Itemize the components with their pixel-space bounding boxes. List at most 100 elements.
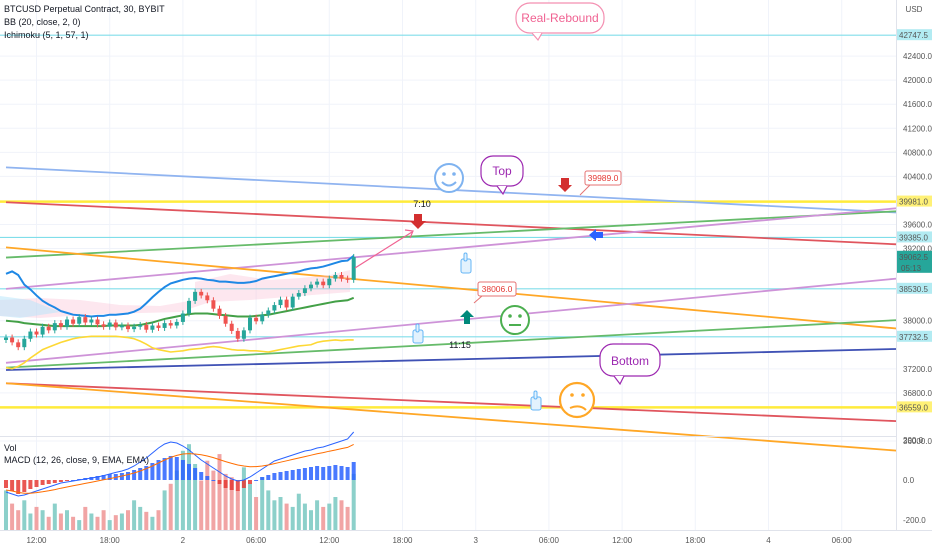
volume-bar bbox=[260, 477, 265, 530]
macd-histogram-bar bbox=[339, 466, 344, 480]
candle bbox=[302, 288, 307, 294]
macd-histogram-bar bbox=[144, 466, 149, 480]
price-tag bbox=[897, 401, 932, 413]
macd-histogram-bar bbox=[150, 463, 155, 480]
up-arrow-icon bbox=[460, 310, 474, 324]
volume-bar bbox=[187, 444, 191, 530]
time-axis: 12:00 18:00 2 06:00 12:00 18:00 3 06:00 12:00 18:… bbox=[26, 536, 852, 545]
price-tick-label: 41600.0 bbox=[903, 100, 932, 109]
price-tag bbox=[897, 195, 932, 207]
candle bbox=[205, 295, 210, 301]
macd-histogram-bar bbox=[254, 480, 259, 481]
top-callout[interactable]: Top bbox=[480, 155, 524, 196]
macd-histogram-bar bbox=[156, 460, 161, 480]
macd-histogram-bar bbox=[223, 480, 228, 488]
macd-tick-label: -200.0 bbox=[903, 516, 926, 525]
real-rebound-tail bbox=[531, 32, 543, 42]
price-label-39989[interactable]: 39989.0 bbox=[579, 170, 622, 196]
time-label-710: 7:10 bbox=[413, 199, 431, 209]
candle bbox=[138, 324, 143, 327]
price-tag-label: 39062.5 bbox=[899, 253, 928, 262]
bottom-callout[interactable]: Bottom bbox=[599, 343, 661, 386]
macd-histogram-bar bbox=[22, 480, 27, 492]
macd-histogram-bar bbox=[278, 472, 283, 480]
volume-bar bbox=[211, 470, 216, 530]
trendline bbox=[5, 246, 897, 330]
candle bbox=[235, 330, 240, 339]
volume-bar bbox=[266, 490, 271, 530]
real-rebound-bubble bbox=[515, 2, 605, 34]
pointer-hand-icon bbox=[460, 252, 472, 274]
macd-histogram-bar bbox=[180, 460, 185, 480]
top-label: Top bbox=[492, 164, 512, 178]
neutral-face-icon bbox=[500, 305, 530, 335]
volume-bar bbox=[302, 503, 307, 530]
price-label-38006[interactable]: 38006.0 bbox=[473, 281, 517, 304]
volume-bar bbox=[16, 510, 21, 530]
volume-bar bbox=[180, 450, 185, 530]
price-tick-label: 39200.0 bbox=[903, 245, 932, 254]
time-label-1115: 11:15 bbox=[449, 340, 471, 350]
trendline bbox=[5, 382, 897, 452]
candle bbox=[217, 308, 222, 316]
price-tag-label: 42747.5 bbox=[899, 31, 928, 40]
macd-histogram-bar bbox=[4, 480, 8, 488]
time-tick-label: 18:00 bbox=[392, 536, 413, 545]
volume-bar bbox=[241, 467, 246, 530]
price-tag-countdown: 05:13 bbox=[901, 264, 922, 273]
price-tag bbox=[897, 231, 932, 243]
macd-histogram-bar bbox=[187, 464, 191, 480]
volume-bar bbox=[107, 520, 112, 530]
macd-histogram-bar bbox=[248, 480, 252, 484]
price-tick-label: 42000.0 bbox=[903, 76, 932, 85]
candle bbox=[113, 322, 118, 328]
bb-lower-line bbox=[5, 335, 354, 370]
candle bbox=[46, 326, 51, 331]
candle bbox=[77, 317, 82, 324]
volume-bar bbox=[174, 470, 179, 530]
volume-bar bbox=[150, 516, 155, 530]
indicator-ichimoku-label: Ichimoku (5, 1, 57, 1) bbox=[4, 30, 89, 40]
macd-histogram-bar bbox=[296, 469, 301, 480]
candle bbox=[156, 325, 161, 328]
volume-bar bbox=[193, 464, 198, 530]
candle bbox=[223, 315, 228, 324]
macd-histogram-bar bbox=[205, 476, 210, 480]
macd-histogram-bar bbox=[351, 462, 356, 480]
macd-histogram-bar bbox=[40, 480, 45, 485]
volume-bar bbox=[58, 513, 63, 530]
candle bbox=[290, 296, 295, 308]
candle bbox=[95, 319, 100, 325]
price-tag-label: 39385.0 bbox=[899, 233, 928, 242]
price-tick-label: 39600.0 bbox=[903, 220, 932, 229]
candle bbox=[65, 319, 69, 327]
candle bbox=[351, 256, 356, 280]
candle bbox=[241, 330, 246, 339]
trendline bbox=[5, 207, 897, 290]
macd-tick-label: 200.0 bbox=[903, 436, 924, 445]
time-tick-label: 06:00 bbox=[832, 536, 853, 545]
volume-bar bbox=[52, 503, 57, 530]
volume-macd-pane bbox=[4, 431, 356, 530]
volume-bar bbox=[272, 500, 277, 530]
volume-bar bbox=[144, 511, 149, 530]
real-rebound-callout[interactable]: Real-Rebound bbox=[515, 2, 605, 42]
volume-bar bbox=[333, 497, 338, 530]
candle bbox=[101, 324, 106, 327]
time-tick-label: 4 bbox=[766, 536, 771, 545]
macd-histogram-bar bbox=[272, 473, 277, 480]
price-tag-label: 37732.5 bbox=[899, 333, 928, 342]
volume-bar bbox=[168, 483, 173, 530]
candle bbox=[309, 284, 313, 289]
macd-histogram-bar bbox=[315, 466, 320, 480]
time-tick-label: 3 bbox=[473, 536, 478, 545]
time-tick-label: 06:00 bbox=[246, 536, 267, 545]
candlestick-series bbox=[4, 253, 356, 351]
price-tick-label: 40800.0 bbox=[903, 148, 932, 157]
horizontal-levels bbox=[0, 34, 896, 409]
volume-bar bbox=[40, 510, 45, 530]
candle bbox=[248, 317, 252, 331]
candle bbox=[126, 325, 130, 330]
volume-bar bbox=[162, 490, 167, 530]
